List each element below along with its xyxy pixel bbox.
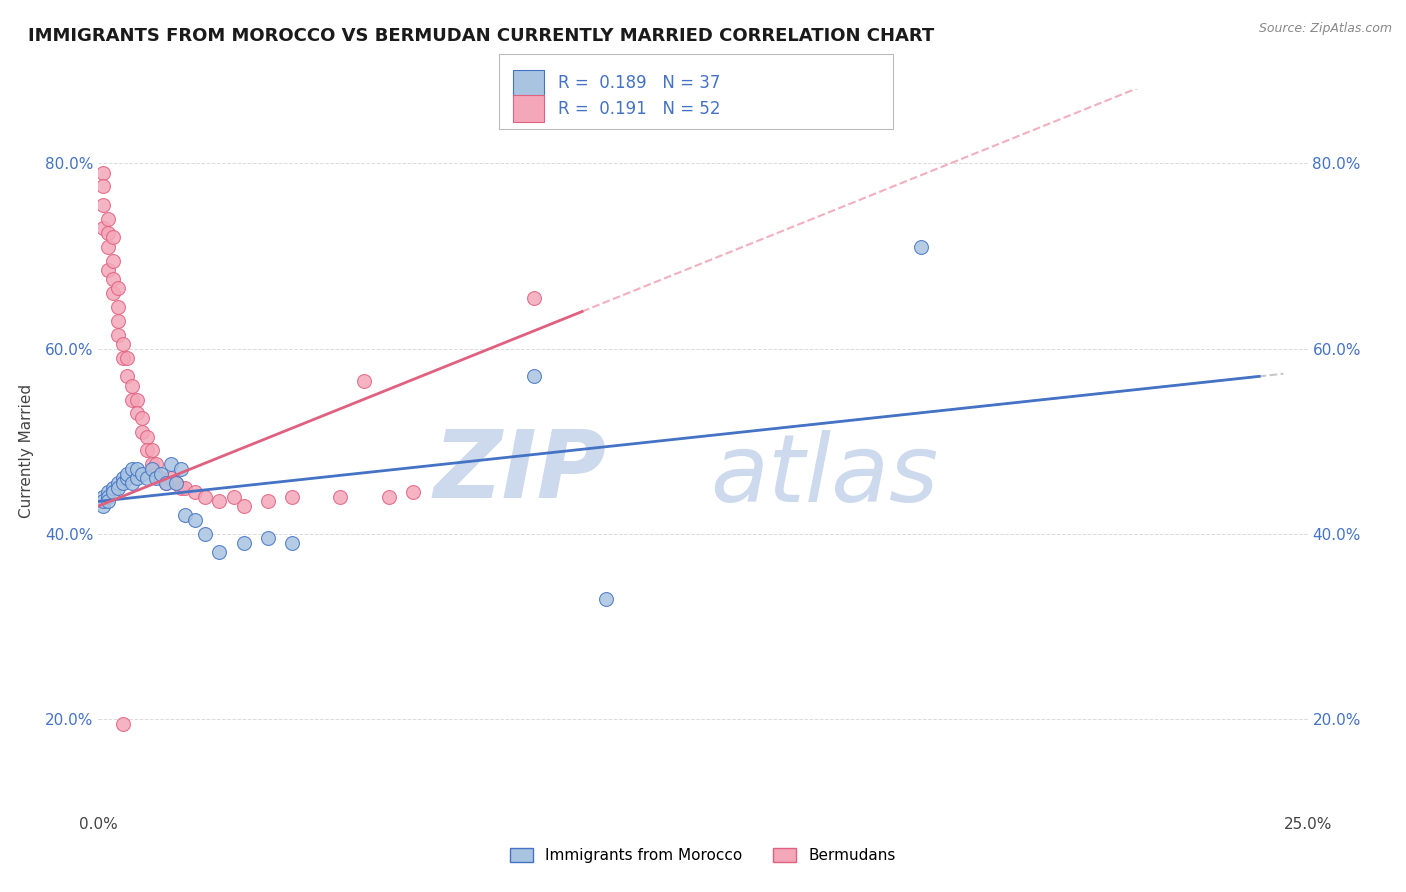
Point [91,499,114,513]
Point [107,475,129,490]
Point [127,471,149,485]
Point [91,221,114,235]
Point [402,485,425,500]
Text: Source: ZipAtlas.com: Source: ZipAtlas.com [1258,22,1392,36]
Point [208,494,231,508]
Text: ZIP: ZIP [433,426,606,518]
Point [165,475,187,490]
Point [91,179,114,194]
Point [174,508,197,523]
Point [377,490,399,504]
Point [150,471,173,485]
Point [97,240,120,254]
Point [169,481,191,495]
Point [107,327,129,342]
Point [160,471,183,485]
Point [910,240,932,254]
Point [107,281,129,295]
Point [150,467,173,481]
Point [281,536,304,550]
Point [595,591,617,606]
Point [101,230,124,244]
Point [101,481,124,495]
Point [111,475,134,490]
Text: IMMIGRANTS FROM MOROCCO VS BERMUDAN CURRENTLY MARRIED CORRELATION CHART: IMMIGRANTS FROM MOROCCO VS BERMUDAN CURR… [28,27,935,45]
Y-axis label: Currently Married: Currently Married [18,384,34,517]
Point [91,490,114,504]
Point [165,475,187,490]
Point [184,513,207,527]
Point [107,314,129,328]
Text: R =  0.189   N = 37: R = 0.189 N = 37 [558,74,720,92]
Point [194,526,217,541]
Point [141,462,163,476]
Point [174,481,197,495]
Point [208,545,231,559]
Point [353,374,375,388]
Point [91,494,114,508]
Point [111,716,134,731]
Point [117,351,139,365]
Point [155,475,177,490]
Point [97,262,120,277]
Point [111,471,134,485]
Text: atlas: atlas [710,430,938,521]
Text: R =  0.191   N = 52: R = 0.191 N = 52 [558,100,721,118]
Point [111,337,134,351]
Point [523,369,546,384]
Point [194,490,217,504]
Point [97,485,120,500]
Point [127,406,149,420]
Point [91,198,114,212]
Point [117,369,139,384]
Point [141,443,163,458]
Point [145,467,167,481]
Point [169,462,191,476]
Point [329,490,352,504]
Point [135,443,157,458]
Point [97,211,120,226]
Point [232,536,254,550]
Legend: Immigrants from Morocco, Bermudans: Immigrants from Morocco, Bermudans [505,842,901,869]
Point [127,392,149,407]
Point [281,490,304,504]
Point [131,425,153,439]
Point [131,467,153,481]
Point [111,351,134,365]
Point [141,458,163,472]
Point [256,494,278,508]
Point [121,378,143,392]
Point [121,462,143,476]
Point [101,285,124,300]
Point [131,411,153,425]
Point [107,481,129,495]
Point [91,165,114,179]
Point [97,490,120,504]
Point [145,458,167,472]
Point [256,532,278,546]
Point [101,485,124,500]
Point [97,226,120,240]
Point [107,300,129,314]
Point [145,471,167,485]
Point [232,499,254,513]
Point [101,253,124,268]
Point [135,471,157,485]
Point [97,494,120,508]
Point [127,462,149,476]
Point [121,475,143,490]
Point [523,291,546,305]
Point [155,475,177,490]
Point [160,458,183,472]
Point [117,471,139,485]
Point [184,485,207,500]
Point [101,272,124,286]
Point [117,467,139,481]
Point [121,392,143,407]
Point [135,429,157,443]
Point [222,490,245,504]
